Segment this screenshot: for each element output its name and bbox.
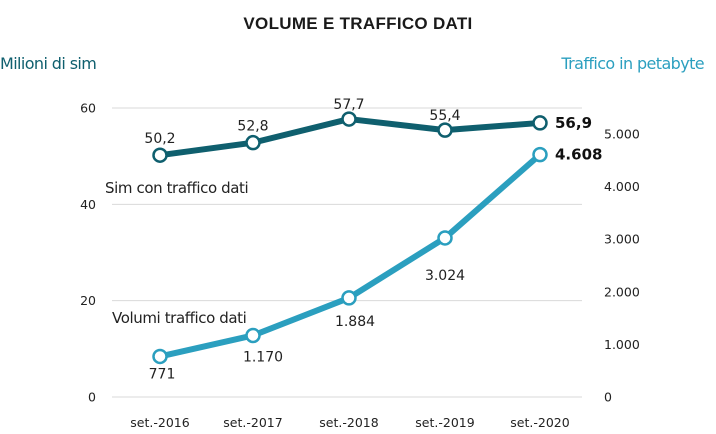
series-name-sim: Sim con traffico dati (105, 179, 248, 197)
data-point (532, 115, 548, 131)
data-point (245, 134, 261, 151)
left-tick-label: 40 (80, 197, 96, 212)
data-label: 55,4 (429, 108, 460, 124)
right-tick-label: 3.000 (604, 232, 640, 247)
data-label: 1.170 (243, 349, 283, 365)
data-label: 3.024 (425, 268, 465, 284)
data-label: 771 (149, 366, 176, 382)
left-axis-title: Milioni di sim (0, 54, 97, 73)
data-label: 4.608 (555, 146, 602, 164)
data-point (152, 147, 168, 163)
data-label: 52,8 (237, 119, 268, 135)
x-tick-label: set.-2016 (130, 415, 189, 430)
chart-title: VOLUME E TRAFFICO DATI (243, 14, 473, 33)
data-label: 57,7 (333, 97, 364, 113)
x-tick-label: set.-2020 (510, 415, 569, 430)
left-tick-label: 20 (80, 293, 96, 308)
data-label: 56,9 (555, 114, 592, 132)
left-tick-label: 60 (80, 101, 96, 116)
data-label: 50,2 (144, 131, 175, 147)
right-tick-label: 5.000 (604, 127, 640, 142)
right-axis-title: Traffico in petabyte (561, 54, 704, 73)
right-tick-label: 4.000 (604, 179, 640, 194)
series-name-traffic: Volumi traffico dati (112, 309, 246, 327)
data-point (341, 111, 357, 127)
data-point (437, 122, 453, 138)
data-point (245, 327, 261, 344)
data-label: 1.884 (335, 314, 375, 330)
x-tick-label: set.-2018 (319, 415, 378, 430)
left-tick-label: 0 (88, 390, 96, 405)
x-tick-label: set.-2019 (415, 415, 474, 430)
data-point (341, 290, 357, 306)
right-tick-label: 1.000 (604, 337, 640, 352)
data-point (532, 146, 548, 163)
x-tick-label: set.-2017 (223, 415, 282, 430)
data-point (437, 230, 453, 246)
data-point (152, 348, 168, 365)
right-tick-label: 0 (604, 390, 612, 405)
right-tick-label: 2.000 (604, 284, 640, 299)
